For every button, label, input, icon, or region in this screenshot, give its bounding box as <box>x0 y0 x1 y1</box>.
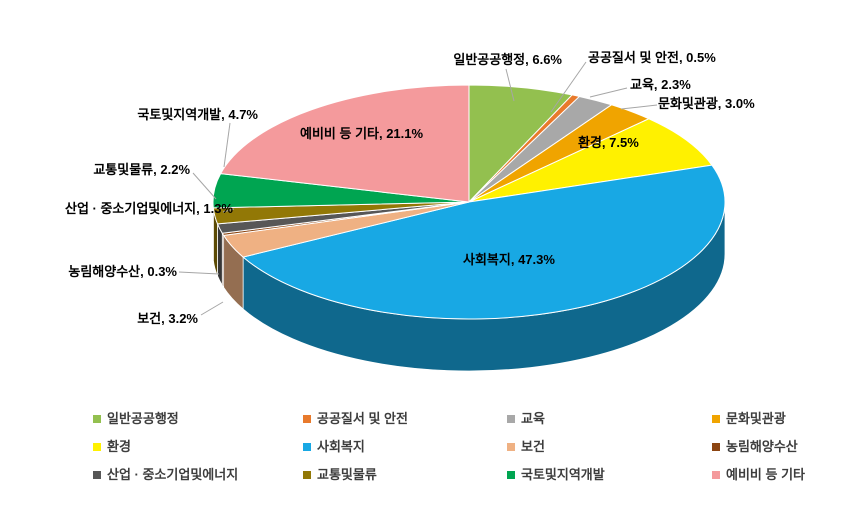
legend-swatch-reserve-etc <box>712 470 720 479</box>
legend-label-culture-tourism: 문화및관광 <box>726 411 786 426</box>
legend-swatch-public-order-safety <box>303 414 311 423</box>
slice-label-social-welfare: 사회복지, 47.3% <box>463 252 555 267</box>
leader-line-agriculture-maritime-fisheries <box>178 271 220 275</box>
legend-label-agriculture-maritime-fisheries: 농림해양수산 <box>726 439 798 454</box>
legend-swatch-land-regional-dev <box>507 470 515 479</box>
leader-line-health <box>200 301 224 316</box>
leader-line-industry-sme-energy <box>222 208 235 213</box>
legend-label-social-welfare: 사회복지 <box>317 439 365 454</box>
slice-label-education: 교육, 2.3% <box>630 77 691 92</box>
slice-label-general-public-admin: 일반공공행정, 6.6% <box>453 52 562 67</box>
legend-item-industry-sme-energy: 산업 · 중소기업및에너지 <box>93 467 238 482</box>
legend-label-transport-logistics: 교통및물류 <box>317 467 377 482</box>
legend-swatch-agriculture-maritime-fisheries <box>712 442 720 451</box>
slice-label-health: 보건, 3.2% <box>137 311 198 326</box>
legend-swatch-health <box>507 442 515 451</box>
legend-swatch-industry-sme-energy <box>93 470 101 479</box>
leader-line-transport-logistics <box>192 172 217 200</box>
pie-slice-reserve-etc <box>220 84 470 203</box>
legend-item-environment: 환경 <box>93 439 131 454</box>
legend-item-education: 교육 <box>507 411 545 426</box>
leader-line-land-regional-dev <box>223 122 231 168</box>
legend-swatch-transport-logistics <box>303 470 311 479</box>
legend-swatch-social-welfare <box>303 442 311 451</box>
legend-item-general-public-admin: 일반공공행정 <box>93 411 179 426</box>
legend-label-general-public-admin: 일반공공행정 <box>107 411 179 426</box>
legend-swatch-environment <box>93 442 101 451</box>
pie-rim-industry-sme-energy <box>217 223 223 286</box>
legend-label-education: 교육 <box>521 411 545 426</box>
pie-slice-environment <box>468 118 713 203</box>
legend-label-reserve-etc: 예비비 등 기타 <box>726 467 805 482</box>
slice-label-environment: 환경, 7.5% <box>578 135 639 150</box>
legend-label-land-regional-dev: 국토및지역개발 <box>521 467 605 482</box>
legend-label-health: 보건 <box>521 439 545 454</box>
legend-item-reserve-etc: 예비비 등 기타 <box>712 467 805 482</box>
slice-label-industry-sme-energy: 산업 · 중소기업및에너지, 1.3% <box>64 201 233 216</box>
legend-item-health: 보건 <box>507 439 545 454</box>
slice-label-culture-tourism: 문화및관광, 3.0% <box>658 96 755 111</box>
legend-swatch-culture-tourism <box>712 414 720 423</box>
legend-item-transport-logistics: 교통및물류 <box>303 467 377 482</box>
leader-line-public-order-safety <box>550 61 587 113</box>
legend-item-social-welfare: 사회복지 <box>303 439 365 454</box>
slice-label-reserve-etc: 예비비 등 기타, 21.1% <box>300 126 424 141</box>
pie-slice-social-welfare <box>242 164 726 320</box>
leader-line-culture-tourism <box>620 104 658 110</box>
legend-item-agriculture-maritime-fisheries: 농림해양수산 <box>712 439 798 454</box>
slice-label-public-order-safety: 공공질서 및 안전, 0.5% <box>588 50 716 65</box>
legend-label-industry-sme-energy: 산업 · 중소기업및에너지 <box>107 467 239 482</box>
legend-item-culture-tourism: 문화및관광 <box>712 411 786 426</box>
legend-swatch-education <box>507 414 515 423</box>
slice-label-land-regional-dev: 국토및지역개발, 4.7% <box>137 107 258 122</box>
legend-label-environment: 환경 <box>107 439 131 454</box>
leader-line-education <box>589 87 628 98</box>
slice-label-agriculture-maritime-fisheries: 농림해양수산, 0.3% <box>68 264 177 279</box>
leader-line-general-public-admin <box>505 68 515 102</box>
legend-item-land-regional-dev: 국토및지역개발 <box>507 467 605 482</box>
slice-label-transport-logistics: 교통및물류, 2.2% <box>93 162 190 177</box>
legend-swatch-general-public-admin <box>93 414 101 423</box>
legend-item-public-order-safety: 공공질서 및 안전 <box>303 411 408 426</box>
legend-label-public-order-safety: 공공질서 및 안전 <box>317 411 408 426</box>
